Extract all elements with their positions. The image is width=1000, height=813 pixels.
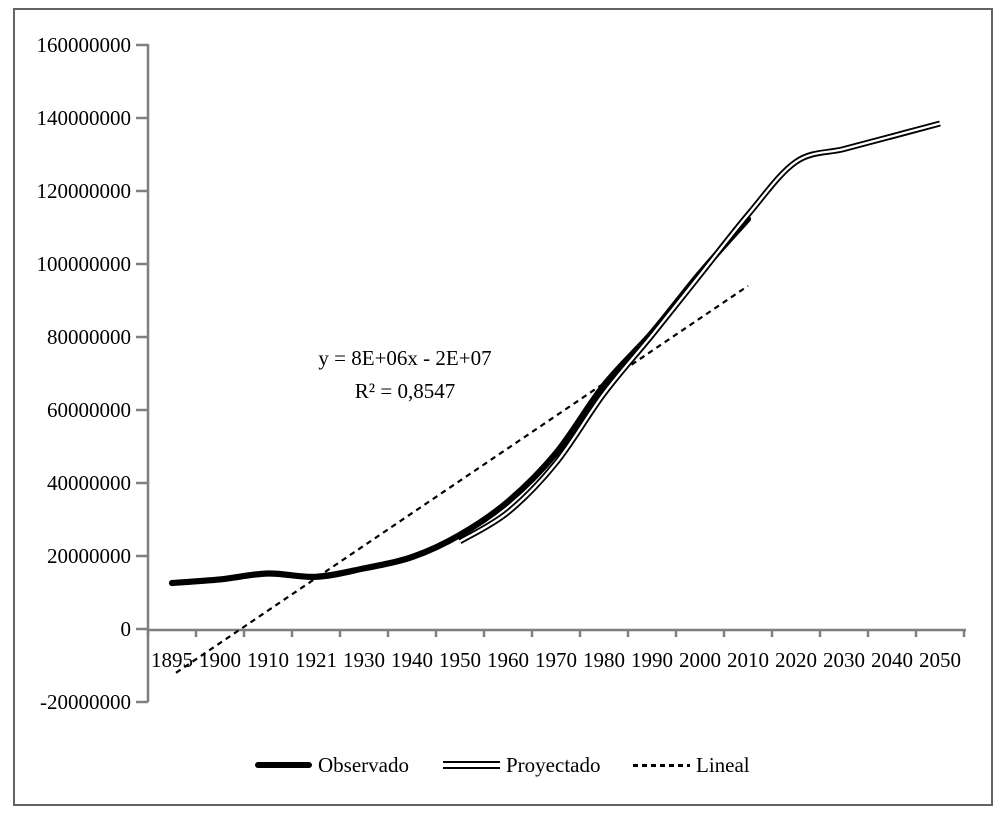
lineal-line-swatch-icon xyxy=(633,763,690,767)
y-tick-label: 140000000 xyxy=(37,106,132,130)
legend-item-observado: Observado xyxy=(255,752,409,778)
legend-item-lineal: Lineal xyxy=(633,752,750,778)
y-tick-label: 120000000 xyxy=(37,179,132,203)
x-tick-label: 1930 xyxy=(343,648,385,672)
x-tick-label: 1910 xyxy=(247,648,289,672)
x-tick-label: 1950 xyxy=(439,648,481,672)
proyectado-line-swatch-icon xyxy=(443,761,500,769)
x-tick-label: 2020 xyxy=(775,648,817,672)
x-tick-label: 1980 xyxy=(583,648,625,672)
legend-label-lineal: Lineal xyxy=(696,752,750,777)
x-tick-label: 2030 xyxy=(823,648,865,672)
y-tick-label: 60000000 xyxy=(47,398,131,422)
x-tick-label: 1990 xyxy=(631,648,673,672)
r-squared-value: R² = 0,8547 xyxy=(354,379,456,403)
y-tick-label: 160000000 xyxy=(37,33,132,57)
trendline-equation: y = 8E+06x - 2E+07 xyxy=(318,346,492,370)
legend-item-proyectado: Proyectado xyxy=(443,752,600,778)
y-tick-label: 80000000 xyxy=(47,325,131,349)
x-tick-label: 1970 xyxy=(535,648,577,672)
x-tick-label: 2000 xyxy=(679,648,721,672)
y-tick-label: 0 xyxy=(121,617,132,641)
x-tick-label: 1960 xyxy=(487,648,529,672)
legend-label-observado: Observado xyxy=(318,752,409,777)
x-tick-label: 2040 xyxy=(871,648,913,672)
x-tick-label: 1940 xyxy=(391,648,433,672)
x-tick-label: 1921 xyxy=(295,648,337,672)
lineal-trendline xyxy=(175,284,749,674)
trendline-annotation: y = 8E+06x - 2E+07 R² = 0,8547 xyxy=(310,342,500,408)
observado-line-swatch-icon xyxy=(255,762,312,768)
x-tick-label: 1895 xyxy=(151,648,193,672)
x-tick-label: 2010 xyxy=(727,648,769,672)
y-tick-label: 20000000 xyxy=(47,544,131,568)
proyectado-line-core xyxy=(459,122,941,543)
legend-label-proyectado: Proyectado xyxy=(506,752,601,777)
x-tick-label: 1900 xyxy=(199,648,241,672)
y-tick-label: 40000000 xyxy=(47,471,131,495)
y-tick-label: 100000000 xyxy=(37,252,132,276)
y-tick-label: -20000000 xyxy=(40,690,131,714)
x-tick-label: 2050 xyxy=(919,648,961,672)
